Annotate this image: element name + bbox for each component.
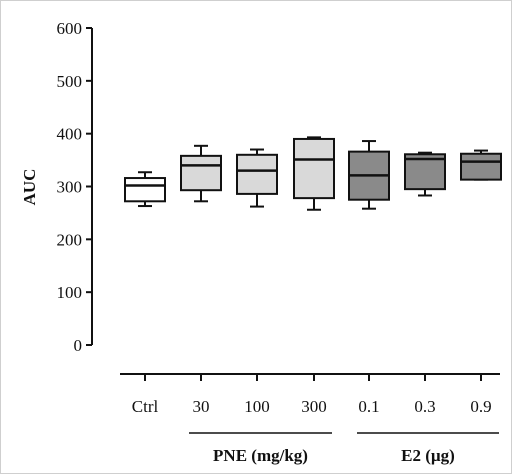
box-300 — [293, 136, 335, 211]
y-tick-label: 300 — [57, 178, 83, 197]
box-iqr — [180, 154, 222, 192]
box-Ctrl — [124, 171, 166, 208]
y-tick-label: 100 — [57, 283, 83, 302]
box-0.9 — [460, 149, 502, 181]
box-iqr — [293, 137, 335, 200]
x-tick-label: 300 — [301, 397, 327, 416]
box-0.1 — [348, 140, 390, 210]
y-axis: 0 100 200 300 400 500 600 — [57, 19, 93, 355]
group-label: PNE (mg/kg) — [213, 446, 308, 465]
x-tick-label: 100 — [244, 397, 270, 416]
y-tick-label: 200 — [57, 230, 83, 249]
x-tick-label: 30 — [193, 397, 210, 416]
y-tick-label: 0 — [74, 336, 83, 355]
group-brackets: PNE (mg/kg) E2 (µg) — [189, 432, 499, 465]
x-axis: Ctrl 30 100 300 0.1 0.3 0.9 — [120, 373, 500, 416]
box-iqr — [124, 177, 166, 203]
x-tick-label: 0.9 — [470, 397, 491, 416]
y-tick-label: 600 — [57, 19, 83, 38]
box-100 — [236, 148, 278, 208]
box-iqr — [460, 152, 502, 181]
y-axis-label: AUC — [20, 169, 39, 206]
y-tick-label: 500 — [57, 72, 83, 91]
box-iqr — [236, 153, 278, 195]
y-tick-label: 400 — [57, 125, 83, 144]
group-label: E2 (µg) — [401, 446, 455, 465]
x-tick-label: 0.1 — [358, 397, 379, 416]
boxes — [124, 136, 502, 211]
x-tick-label: Ctrl — [132, 397, 159, 416]
x-tick-label: 0.3 — [414, 397, 435, 416]
box-30 — [180, 144, 222, 203]
box-0.3 — [404, 151, 446, 197]
